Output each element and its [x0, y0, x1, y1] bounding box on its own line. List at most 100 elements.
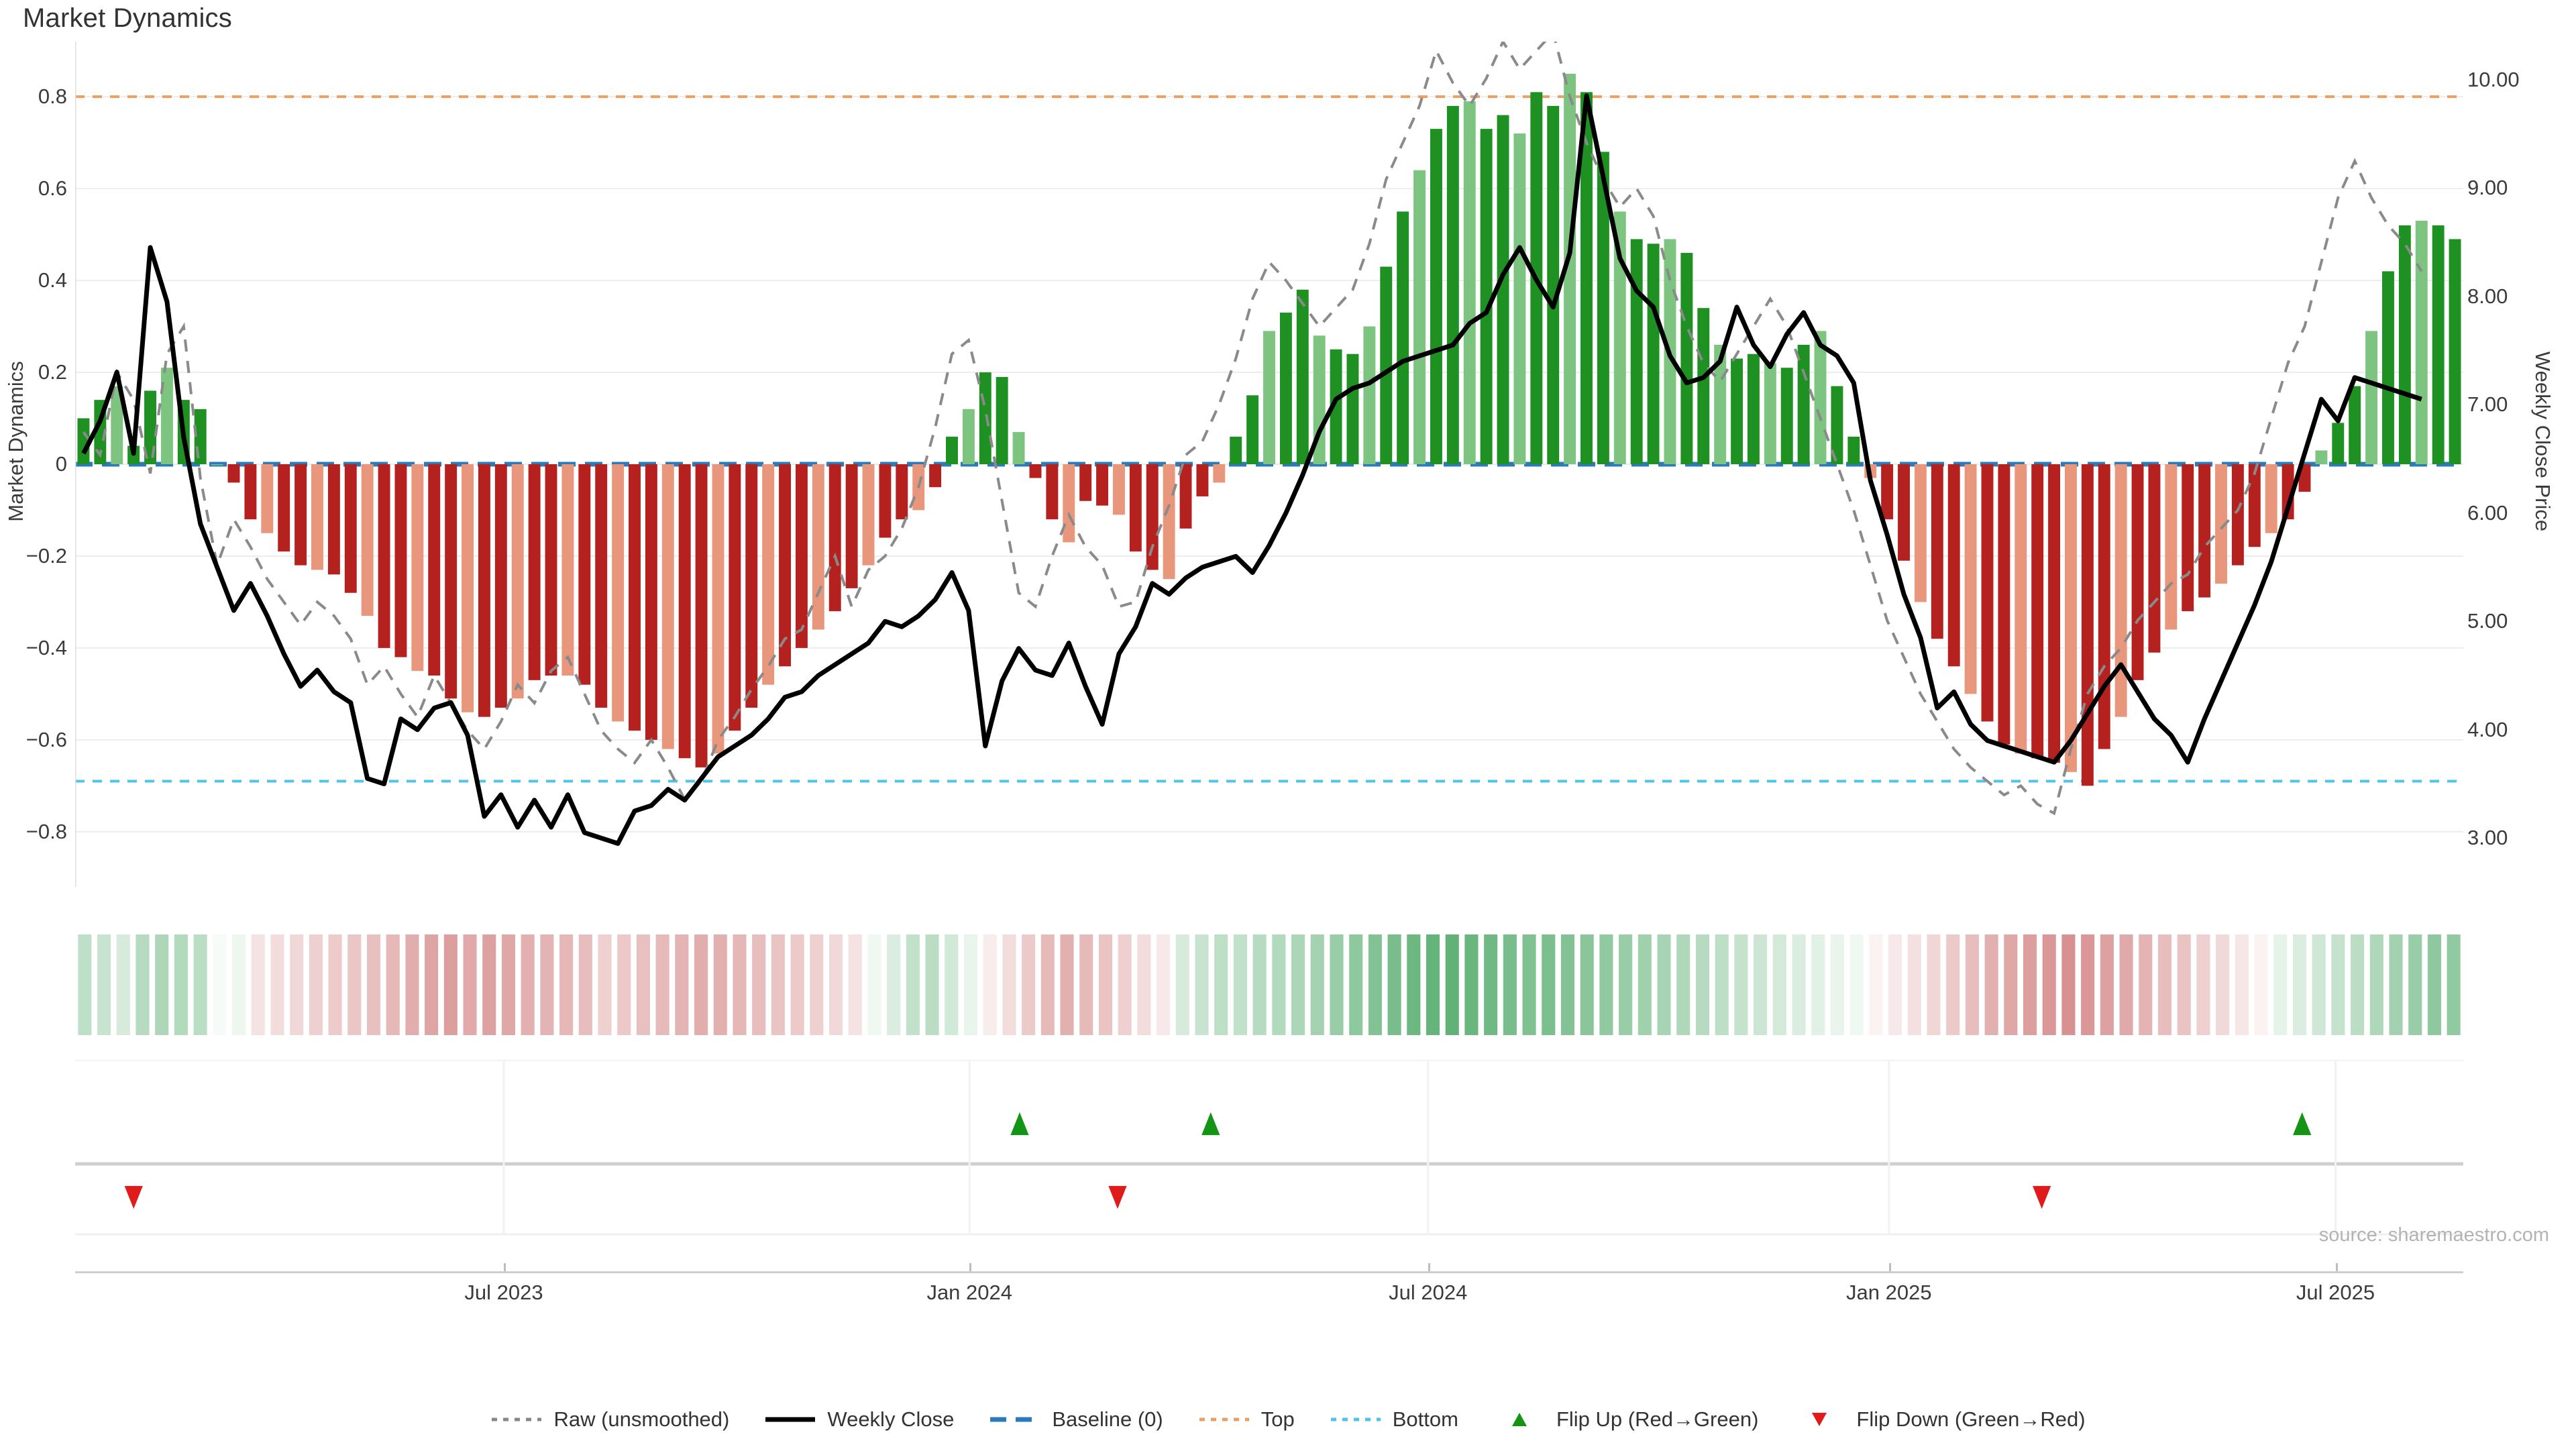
right-y-axis: 10.00 9.00 8.00 7.00 6.00 5.00 4.00 3.00 — [2467, 42, 2548, 887]
heat-strip-cell — [1426, 934, 1440, 1035]
bar — [1831, 386, 1843, 464]
x-tick-mark — [1888, 1263, 1891, 1271]
bar — [361, 464, 374, 616]
heat-strip-cell — [1946, 934, 1960, 1035]
bar — [2449, 239, 2461, 464]
legend-item[interactable]: Raw (unsmoothed) — [490, 1407, 729, 1432]
flip-up-marker-icon — [2293, 1112, 2312, 1136]
heat-strip-cell — [2389, 934, 2403, 1035]
heat-strip-cell — [2081, 934, 2095, 1035]
bar — [845, 464, 858, 588]
bar — [2265, 464, 2277, 533]
heat-strip-cell — [2061, 934, 2076, 1035]
heat-strip-cell — [1503, 934, 1517, 1035]
legend-item[interactable]: Flip Down (Green→Red) — [1793, 1407, 2086, 1432]
legend-label: Flip Down (Green→Red) — [1856, 1407, 2086, 1431]
bar — [2298, 464, 2311, 492]
heat-strip-cell — [366, 934, 381, 1035]
heat-strip-cell — [155, 934, 169, 1035]
heat-strip-cell — [694, 934, 708, 1035]
bar — [1480, 129, 1493, 464]
heat-strip-cell — [136, 934, 150, 1035]
heat-strip-cell — [848, 934, 862, 1035]
bar — [311, 464, 323, 570]
heat-strip-cell — [1387, 934, 1401, 1035]
bar — [1947, 464, 1960, 667]
bar — [1847, 436, 1860, 464]
bar — [1213, 464, 1226, 483]
heat-strip-cell — [347, 934, 362, 1035]
bar — [1881, 464, 1894, 520]
heat-strip-cell — [617, 934, 631, 1035]
heat-strip-cell — [790, 934, 804, 1035]
heat-strip-cell — [1022, 934, 1036, 1035]
heat-strip-cell — [405, 934, 419, 1035]
dotted-line-swatch — [1198, 1411, 1250, 1428]
bar — [77, 418, 90, 464]
bar — [2349, 386, 2361, 464]
heat-strip-cell — [1484, 934, 1498, 1035]
bar — [445, 464, 458, 699]
flip-up-marker-icon — [1010, 1112, 1029, 1136]
heat-strip-cell — [1079, 934, 1093, 1035]
bar — [111, 386, 123, 464]
heat-strip-cell — [752, 934, 766, 1035]
bar — [1096, 464, 1109, 506]
page-title: Market Dynamics — [23, 3, 232, 33]
heat-strip-cell — [425, 934, 439, 1035]
flip-down-marker-icon — [124, 1185, 143, 1209]
legend-item[interactable]: Bottom — [1330, 1407, 1458, 1432]
heat-strip-cell — [1657, 934, 1671, 1035]
right-y-tick: 4.00 — [2467, 717, 2508, 741]
heat-strip-cell — [386, 934, 400, 1035]
x-tick-mark — [504, 1263, 506, 1271]
bar — [2415, 221, 2428, 464]
bar — [678, 464, 691, 759]
bar — [1029, 464, 1042, 478]
heat-strip-cell — [1272, 934, 1286, 1035]
heat-strip-cell — [810, 934, 824, 1035]
bar — [595, 464, 608, 708]
bar — [1430, 129, 1442, 464]
bar — [1129, 464, 1142, 552]
heat-strip-cell — [2273, 934, 2288, 1035]
bar — [2398, 225, 2411, 464]
bar — [1330, 349, 1342, 464]
heat-strip-cell — [945, 934, 959, 1035]
heat-strip-cell — [97, 934, 111, 1035]
heat-strip-cell — [1060, 934, 1074, 1035]
bar — [629, 464, 641, 731]
bar — [645, 464, 657, 740]
heat-strip-cell — [1599, 934, 1613, 1035]
heat-strip-plot — [78, 934, 2461, 1035]
bar — [795, 464, 808, 648]
bar — [2148, 464, 2161, 653]
heat-strip-cell — [1869, 934, 1883, 1035]
bar — [278, 464, 290, 552]
left-y-tick: 0.2 — [38, 360, 67, 384]
legend-item[interactable]: Weekly Close — [764, 1407, 954, 1432]
source-attribution: source: sharemaestro.com — [2318, 1224, 2549, 1246]
bar — [2231, 464, 2244, 566]
heat-strip-cell — [1560, 934, 1575, 1035]
legend-item[interactable]: Baseline (0) — [989, 1407, 1163, 1432]
heat-strip-cell — [733, 934, 747, 1035]
heat-strip-cell — [2447, 934, 2461, 1035]
heat-strip-cell — [771, 934, 785, 1035]
legend-item[interactable]: Top — [1198, 1407, 1295, 1432]
triangle-up-icon — [1493, 1411, 1546, 1428]
heat-strip-cell — [1040, 934, 1055, 1035]
solid-line-swatch — [764, 1411, 816, 1428]
bar — [2065, 464, 2077, 772]
bar — [494, 464, 507, 708]
legend-item[interactable]: Flip Up (Red→Green) — [1493, 1407, 1758, 1432]
left-y-tick: 0 — [55, 452, 67, 476]
bar — [1230, 436, 1242, 464]
bar — [327, 464, 340, 575]
bar — [227, 464, 240, 483]
x-axis: Jul 2023 Jan 2024 Jul 2024 Jan 2025 Jul 2025 — [75, 1263, 2463, 1318]
bar — [1313, 335, 1326, 464]
heat-strip-cell — [2292, 934, 2307, 1035]
heat-strip-cell — [1368, 934, 1382, 1035]
heat-strip-cell — [1849, 934, 1864, 1035]
